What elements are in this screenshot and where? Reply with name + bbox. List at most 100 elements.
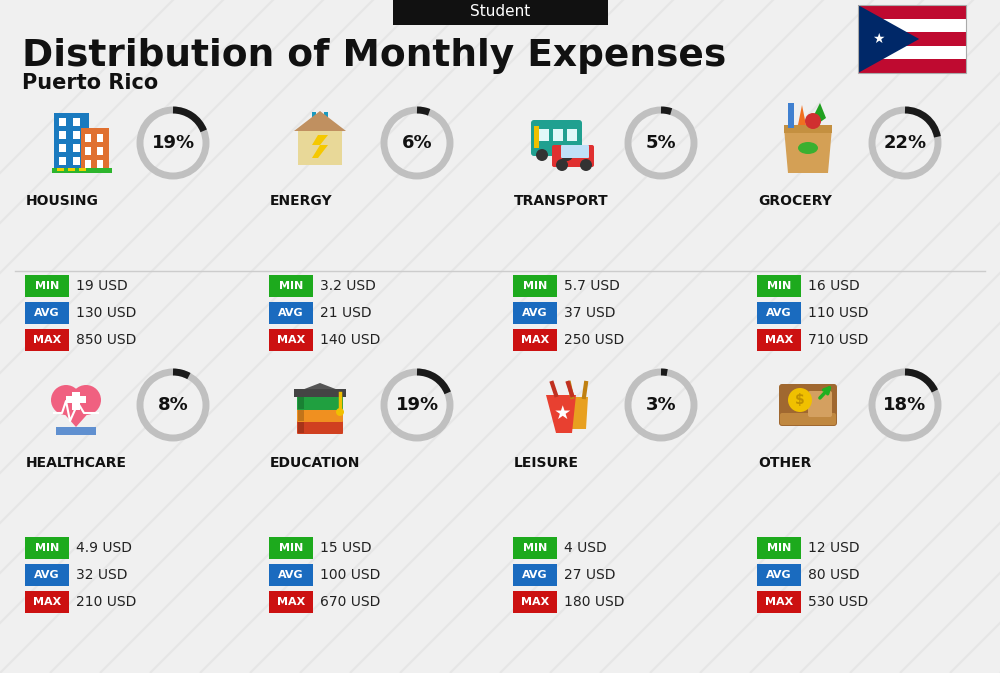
Bar (858, 5, 966, 19)
Bar (312, 112, 316, 118)
FancyBboxPatch shape (757, 329, 801, 351)
Bar (59, 118, 66, 126)
Bar (97, 160, 103, 168)
FancyBboxPatch shape (25, 564, 69, 586)
FancyBboxPatch shape (25, 591, 69, 613)
FancyBboxPatch shape (513, 537, 557, 559)
Text: MIN: MIN (279, 543, 303, 553)
Circle shape (556, 159, 568, 171)
Polygon shape (52, 400, 100, 427)
Text: Student: Student (470, 3, 530, 18)
Text: 21 USD: 21 USD (320, 306, 372, 320)
FancyBboxPatch shape (757, 564, 801, 586)
FancyBboxPatch shape (297, 395, 343, 410)
Text: 5.7 USD: 5.7 USD (564, 279, 620, 293)
Bar (858, 46, 966, 59)
Text: AVG: AVG (522, 570, 548, 580)
Bar (59, 131, 66, 139)
Bar (858, 32, 966, 46)
Bar (858, 19, 966, 32)
Polygon shape (312, 135, 328, 158)
FancyBboxPatch shape (393, 0, 608, 25)
Text: 19%: 19% (395, 396, 439, 414)
Bar (73, 157, 80, 165)
Bar (85, 160, 91, 168)
Text: ★: ★ (872, 32, 885, 46)
Bar (73, 131, 80, 139)
FancyBboxPatch shape (269, 275, 313, 297)
Text: MAX: MAX (277, 597, 305, 607)
Text: 19 USD: 19 USD (76, 279, 128, 293)
Polygon shape (298, 131, 342, 165)
FancyBboxPatch shape (513, 275, 557, 297)
Text: LEISURE: LEISURE (514, 456, 579, 470)
Circle shape (51, 385, 81, 415)
Bar (534, 126, 539, 148)
Polygon shape (798, 105, 806, 125)
Text: AVG: AVG (278, 570, 304, 580)
Bar (858, 59, 966, 73)
Text: 180 USD: 180 USD (564, 595, 624, 609)
Bar (59, 144, 66, 152)
Polygon shape (294, 383, 346, 393)
Bar (553, 129, 563, 141)
Text: 4 USD: 4 USD (564, 541, 607, 555)
FancyBboxPatch shape (513, 591, 557, 613)
FancyBboxPatch shape (757, 275, 801, 297)
Bar (858, 5, 966, 73)
Text: 3.2 USD: 3.2 USD (320, 279, 376, 293)
Text: 130 USD: 130 USD (76, 306, 136, 320)
Text: MIN: MIN (523, 543, 547, 553)
FancyBboxPatch shape (25, 275, 69, 297)
Text: 250 USD: 250 USD (564, 333, 624, 347)
FancyBboxPatch shape (513, 564, 557, 586)
Text: MIN: MIN (35, 281, 59, 291)
Text: 18%: 18% (883, 396, 927, 414)
Circle shape (561, 149, 573, 161)
Text: MAX: MAX (33, 597, 61, 607)
FancyBboxPatch shape (297, 419, 343, 434)
Bar (784, 125, 832, 133)
Circle shape (71, 385, 101, 415)
Text: 27 USD: 27 USD (564, 568, 616, 582)
FancyBboxPatch shape (269, 564, 313, 586)
Bar (57, 168, 64, 171)
Text: 32 USD: 32 USD (76, 568, 128, 582)
Text: MIN: MIN (35, 543, 59, 553)
Text: 5%: 5% (646, 134, 676, 152)
Text: 8%: 8% (158, 396, 188, 414)
Text: HOUSING: HOUSING (26, 194, 99, 208)
Bar (85, 134, 91, 142)
Text: 19%: 19% (151, 134, 195, 152)
Text: 110 USD: 110 USD (808, 306, 868, 320)
Bar (97, 134, 103, 142)
Bar (73, 144, 80, 152)
FancyBboxPatch shape (25, 537, 69, 559)
Text: MAX: MAX (277, 335, 305, 345)
Bar (66, 396, 86, 403)
Text: 6%: 6% (402, 134, 432, 152)
Bar (294, 389, 346, 397)
Text: Distribution of Monthly Expenses: Distribution of Monthly Expenses (22, 38, 726, 74)
Text: HEALTHCARE: HEALTHCARE (26, 456, 127, 470)
FancyBboxPatch shape (269, 537, 313, 559)
Text: AVG: AVG (34, 570, 60, 580)
FancyBboxPatch shape (25, 329, 69, 351)
FancyBboxPatch shape (552, 145, 594, 167)
Text: Puerto Rico: Puerto Rico (22, 73, 158, 93)
Text: 670 USD: 670 USD (320, 595, 380, 609)
Text: 210 USD: 210 USD (76, 595, 136, 609)
Text: MAX: MAX (521, 335, 549, 345)
Bar (788, 103, 794, 128)
Text: ENERGY: ENERGY (270, 194, 333, 208)
Bar (52, 168, 112, 173)
Bar (298, 420, 304, 433)
Text: MIN: MIN (523, 281, 547, 291)
Text: $: $ (795, 393, 805, 407)
Text: MIN: MIN (767, 281, 791, 291)
Bar (79, 168, 86, 171)
Bar (59, 157, 66, 165)
Text: EDUCATION: EDUCATION (270, 456, 360, 470)
Circle shape (805, 113, 821, 129)
FancyBboxPatch shape (269, 302, 313, 324)
